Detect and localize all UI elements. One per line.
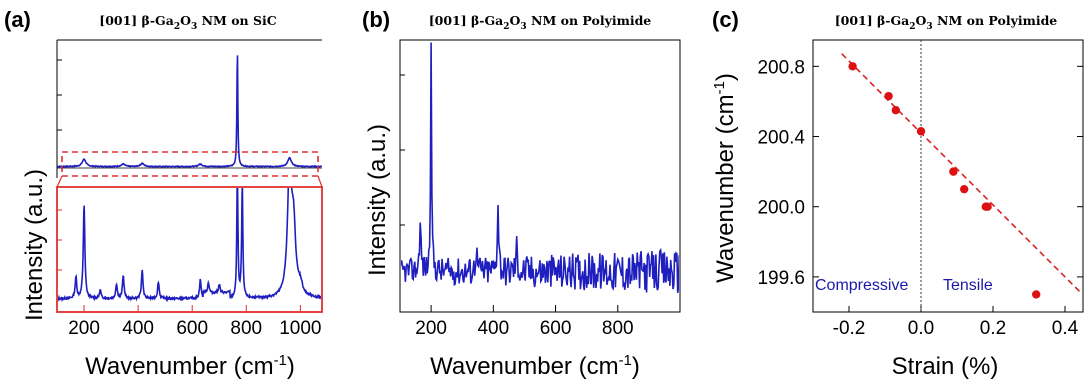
panel-a-y-label: Intensity (a.u.) xyxy=(21,169,48,321)
panel-a-top-y-ticks xyxy=(57,59,62,131)
panel-a-zoom-connector-right xyxy=(317,175,323,188)
panel-c-x-tick-label: 0.2 xyxy=(980,318,1006,339)
panel-b-title: [001] β-Ga2O3 NM on Polyimide xyxy=(429,13,652,32)
panel-b-y-label: Intensity (a.u.) xyxy=(364,124,391,276)
panel-a-zoom-inset xyxy=(56,186,323,313)
panel-c-fit-line xyxy=(841,53,1082,296)
panel-b-x-tick-label: 800 xyxy=(602,318,634,339)
panel-a: (a) [001] β-Ga2O3 NM on SiC 200 400 600 800… xyxy=(4,7,323,380)
panel-b-label: (b) xyxy=(362,7,390,32)
panel-c-y-label: Wavenumber (cm-1) xyxy=(711,73,739,283)
panel-a-bottom-spectrum xyxy=(58,188,321,303)
panel-a-title: [001] β-Ga2O3 NM on SiC xyxy=(99,13,276,32)
panel-c-y-tick-label: 200.8 xyxy=(757,57,805,78)
panel-b-x-tick-label: 200 xyxy=(415,318,447,339)
panel-c-annotation-tensile: Tensile xyxy=(943,277,993,294)
panel-c-data-point xyxy=(884,91,893,101)
panel-c-x-ticks: -0.2 0.0 0.2 0.4 xyxy=(833,306,1079,339)
panel-b-frame xyxy=(399,39,681,313)
panel-a-zoom-region xyxy=(61,151,319,177)
panel-a-x-tick-label: 600 xyxy=(176,318,208,339)
panel-a-x-tick-label: 1000 xyxy=(279,318,321,339)
panel-a-top-spectrum xyxy=(56,55,323,169)
panel-c-y-tick-label: 199.6 xyxy=(757,268,805,289)
panel-c-title: [001] β-Ga2O3 NM on Polyimide xyxy=(835,13,1058,32)
panel-c-frame xyxy=(812,39,1084,313)
panel-c-x-tick-label: -0.2 xyxy=(833,318,866,339)
panel-b: (b) [001] β-Ga2O3 NM on Polyimide 200 400… xyxy=(362,7,681,380)
panel-c-x-tick-label: 0.0 xyxy=(908,318,934,339)
panel-a-zoom-connector-left xyxy=(56,175,63,188)
panel-c-y-ticks: 199.6 200.0 200.4 200.8 xyxy=(757,57,1083,289)
panel-c-annotation-compressive: Compressive xyxy=(815,277,908,294)
panel-a-x-tick-label: 800 xyxy=(230,318,262,339)
panel-b-x-tick-label: 400 xyxy=(477,318,509,339)
panel-c-data-point xyxy=(949,167,958,176)
panel-c-data-point xyxy=(891,105,900,115)
panel-a-x-tick-label: 200 xyxy=(68,318,100,339)
panel-c-data-point xyxy=(983,202,992,211)
panel-b-x-ticks: 200 400 600 800 xyxy=(415,305,634,339)
panel-a-bottom-y-ticks xyxy=(57,209,62,271)
panel-c-x-label: Strain (%) xyxy=(892,353,999,380)
panel-b-x-tick-label: 600 xyxy=(540,318,572,339)
panel-a-label: (a) xyxy=(4,7,31,32)
panel-b-x-label: Wavenumber (cm-1) xyxy=(430,352,640,380)
panel-c: (c) [001] β-Ga2O3 NM on Polyimide 199.6 2… xyxy=(711,7,1084,380)
panel-c-points xyxy=(848,62,1041,299)
panel-a-x-ticks: 200 400 600 800 1000 xyxy=(68,305,322,339)
panel-c-data-point xyxy=(1032,290,1041,299)
panel-c-y-tick-label: 200.0 xyxy=(757,198,805,219)
panel-c-data-point xyxy=(916,127,926,136)
panel-b-spectrum xyxy=(401,42,679,294)
panel-b-y-ticks xyxy=(400,74,405,226)
panel-c-data-point xyxy=(960,184,969,194)
panel-a-x-tick-label: 400 xyxy=(122,318,154,339)
panel-c-y-tick-label: 200.4 xyxy=(757,128,805,149)
panel-c-label: (c) xyxy=(712,7,739,32)
panel-c-data-point xyxy=(848,62,857,71)
panel-a-x-label: Wavenumber (cm-1) xyxy=(85,352,295,380)
panel-c-x-tick-label: 0.4 xyxy=(1052,318,1079,339)
